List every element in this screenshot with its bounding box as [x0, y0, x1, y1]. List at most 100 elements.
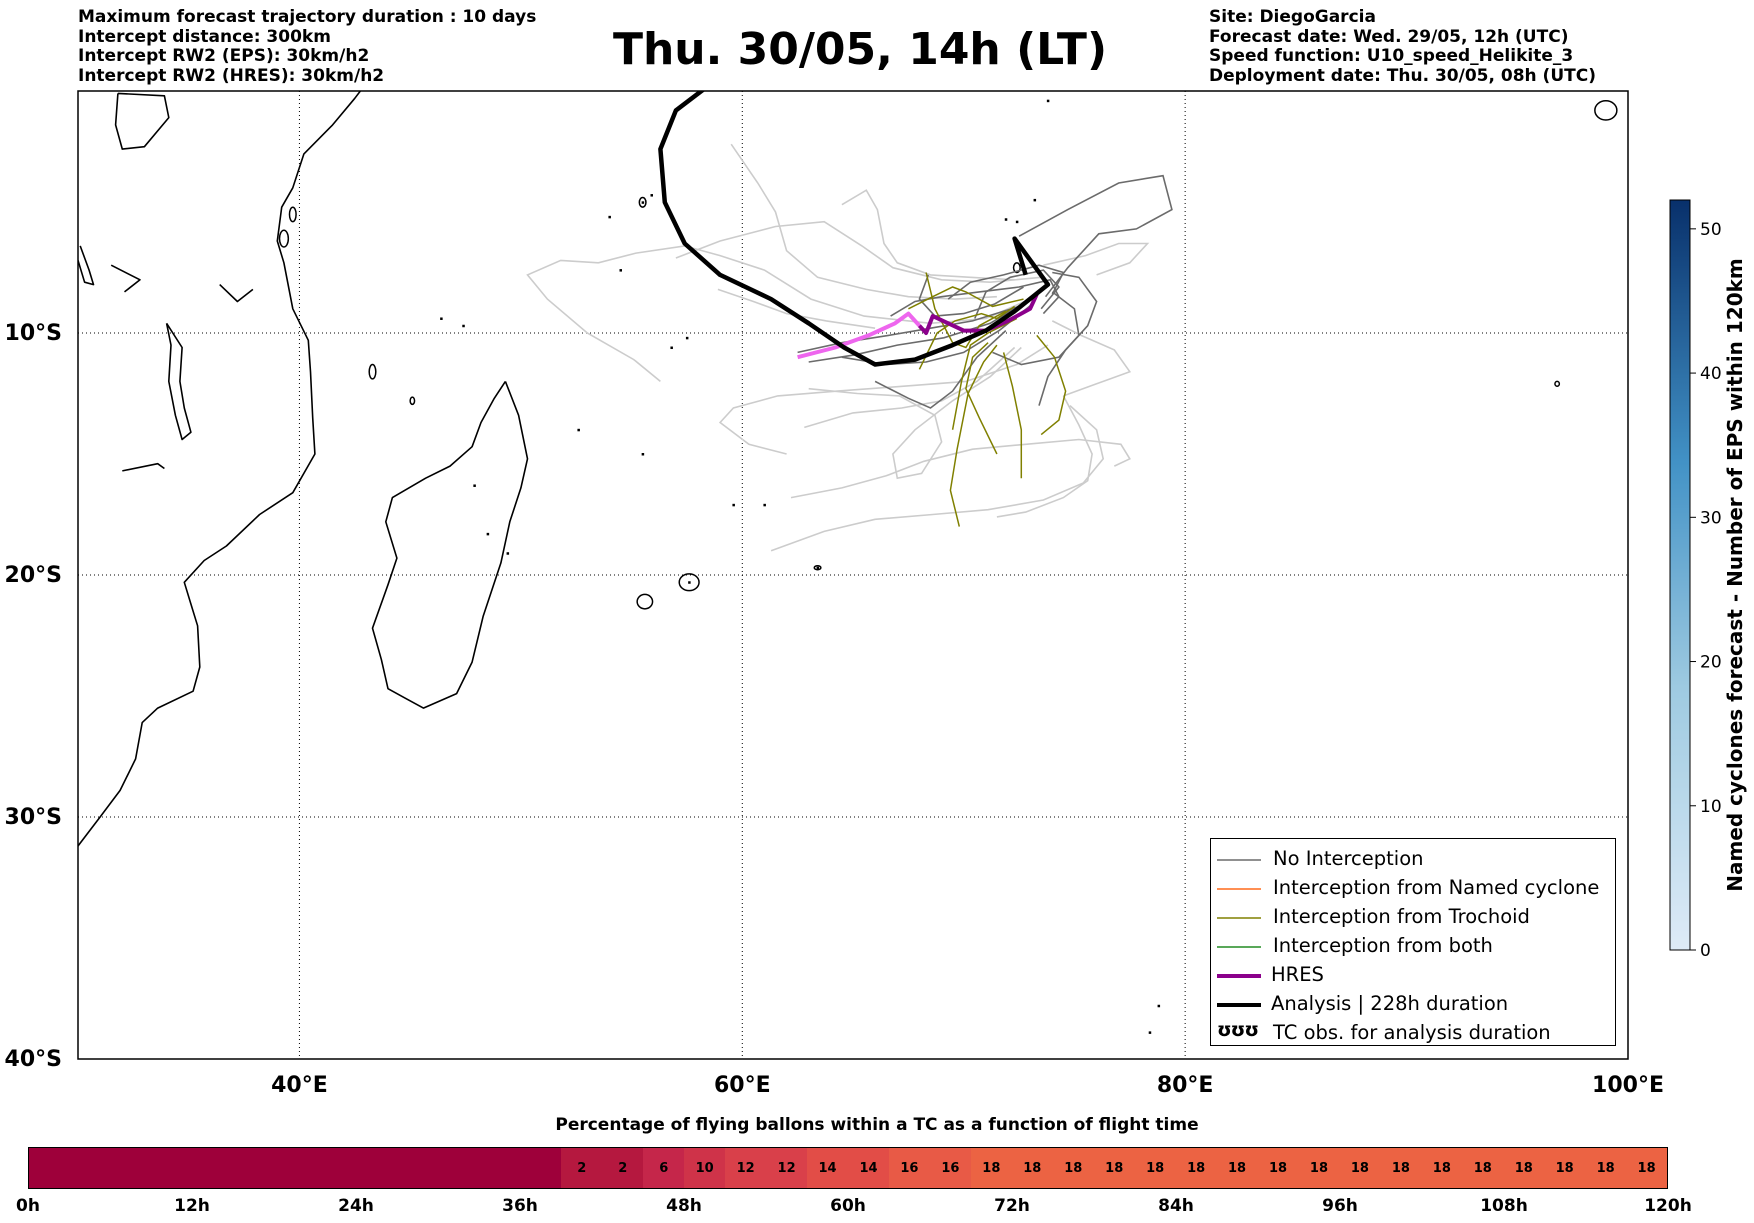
- eps-trajectory-light: [790, 438, 1131, 499]
- colorbar-tick-label: 20: [1700, 653, 1722, 673]
- coastline-lake-chilwa: [122, 462, 165, 472]
- eps-trajectory-light: [808, 346, 1022, 480]
- legend-label: HRES: [1271, 963, 1324, 986]
- islet-dot: [685, 336, 689, 340]
- legend-label: Interception from Named cyclone: [1273, 876, 1600, 899]
- header-line: Site: DiegoGarcia: [1209, 7, 1376, 27]
- eps-trajectory-trochoid: [951, 317, 1018, 430]
- islet-dot: [641, 453, 645, 456]
- legend-swatch: [1217, 974, 1261, 978]
- flight-time-segment: 6: [643, 1148, 685, 1188]
- header-info-left: Maximum forecast trajectory duration : 1…: [78, 7, 537, 86]
- coastline-africa: [78, 91, 362, 847]
- flight-time-segment: 10: [684, 1148, 726, 1188]
- flight-time-tick-label: 108h: [1480, 1196, 1528, 1216]
- colorbar-tick-label: 30: [1700, 508, 1722, 528]
- colorbar-ticks: 0 10 20 30 40 50: [1690, 220, 1722, 961]
- islet-dot: [1015, 220, 1019, 224]
- legend-item: ʊʊʊ TC obs. for analysis duration: [1211, 1019, 1615, 1045]
- islet-dot: [473, 484, 476, 487]
- island-rodrigues: [813, 564, 822, 571]
- header-line: Deployment date: Thu. 30/05, 08h (UTC): [1209, 65, 1596, 86]
- flight-time-segment: 18: [1093, 1148, 1135, 1188]
- flight-time-segment: 18: [1257, 1148, 1299, 1188]
- islet-dot: [1046, 99, 1050, 103]
- eps-trajectory-trochoid: [1036, 334, 1067, 436]
- island-zanzibar: [278, 229, 290, 248]
- islet-dot: [1148, 1031, 1152, 1034]
- grid-lines: [78, 91, 1628, 1059]
- flight-time-segment: 16: [929, 1148, 971, 1188]
- legend-item: Analysis | 228h duration: [1211, 992, 1615, 1016]
- islet-dot: [732, 503, 735, 507]
- latitude-label: 40°S: [5, 1047, 62, 1072]
- eps-trajectory-trochoid: [918, 305, 1016, 370]
- axis-labels: 40°E 60°E 80°E 100°E 10°S 20°S 30°S 40°S: [5, 321, 1664, 1098]
- islet-dot: [688, 581, 691, 584]
- latitude-label: 10°S: [5, 321, 62, 346]
- flight-time-tick-label: 60h: [830, 1196, 866, 1216]
- legend-item: Interception from Trochoid: [1211, 905, 1615, 929]
- hres-trajectory-early: [797, 311, 921, 360]
- island-cocos: [1554, 380, 1561, 387]
- header-line: Intercept RW2 (HRES): 30km/h2: [78, 65, 385, 86]
- island-mayotte: [409, 396, 416, 406]
- flight-time-segment: 14: [807, 1148, 849, 1188]
- islet-dot: [462, 324, 465, 328]
- flight-time-segment: 18: [1011, 1148, 1053, 1188]
- eps-trajectory-no-interception: [890, 278, 1060, 317]
- islet-dot: [816, 566, 820, 570]
- flight-time-tick-label: 0h: [16, 1196, 40, 1216]
- flight-time-segment: 18: [970, 1148, 1012, 1188]
- coastline-lake-victoria: [114, 92, 170, 150]
- header-line: Speed function: U10_speed_Helikite_3: [1209, 46, 1574, 66]
- eps-trajectory-no-interception: [1038, 271, 1098, 406]
- eps-trajectory-trochoid: [1002, 352, 1023, 479]
- flight-time-tick-label: 36h: [502, 1196, 538, 1216]
- legend-item: HRES: [1211, 963, 1615, 987]
- longitude-label: 80°E: [1157, 1073, 1214, 1098]
- legend-label: Analysis | 228h duration: [1271, 992, 1509, 1015]
- coastline-lake-kivu: [219, 284, 254, 303]
- eps-trajectory-light: [1043, 242, 1150, 276]
- island-mahe: [638, 196, 647, 208]
- island-mauritius: [678, 573, 700, 592]
- flight-time-segment: 2: [602, 1148, 644, 1188]
- island-sumatra-tip: [1594, 100, 1618, 121]
- colorbar-tick-label: 50: [1700, 220, 1722, 240]
- hres-trajectory: [917, 293, 1039, 335]
- flight-time-bar-title: Percentage of flying ballons within a TC…: [555, 1115, 1199, 1135]
- legend-swatch: [1217, 946, 1261, 948]
- eps-trajectory-light: [717, 288, 876, 329]
- legend-swatch: [1217, 859, 1261, 861]
- islet-dot: [670, 346, 673, 350]
- flight-time-segment: 18: [1503, 1148, 1545, 1188]
- legend-swatch: [1217, 917, 1261, 919]
- islet-dot: [763, 503, 766, 507]
- islet-dot: [440, 317, 443, 320]
- coastline-lake-malawi: [165, 322, 192, 441]
- eps-trajectory-no-interception: [874, 330, 1007, 409]
- legend-label: No Interception: [1273, 847, 1424, 870]
- flight-time-segment: 18: [1421, 1148, 1463, 1188]
- colorbar-tick-label: 0: [1700, 941, 1711, 961]
- flight-time-segment: 18: [1339, 1148, 1381, 1188]
- flight-time-segment: 12: [725, 1148, 767, 1188]
- flight-time-segment: 14: [848, 1148, 889, 1188]
- islet-dot: [1033, 198, 1037, 202]
- islet-dot: [1157, 1004, 1161, 1008]
- header-line: Maximum forecast trajectory duration : 1…: [78, 7, 537, 27]
- eps-trajectory-trochoid: [965, 342, 998, 455]
- coastline-lake-rukwa: [110, 264, 141, 293]
- header-line: Intercept RW2 (EPS): 30km/h2: [78, 46, 370, 66]
- longitude-label: 40°E: [271, 1073, 328, 1098]
- flight-time-segment: 2: [561, 1148, 603, 1188]
- header-info-right: Site: DiegoGarcia Forecast date: Wed. 29…: [1209, 7, 1596, 86]
- legend-label: Interception from both: [1273, 934, 1493, 957]
- islet-dot: [577, 428, 580, 432]
- page-title: Thu. 30/05, 14h (LT): [612, 24, 1108, 75]
- coastline-lake-kariba: [12, 483, 54, 502]
- islet-dot: [650, 194, 653, 197]
- eps-trajectory-no-interception: [947, 264, 1065, 300]
